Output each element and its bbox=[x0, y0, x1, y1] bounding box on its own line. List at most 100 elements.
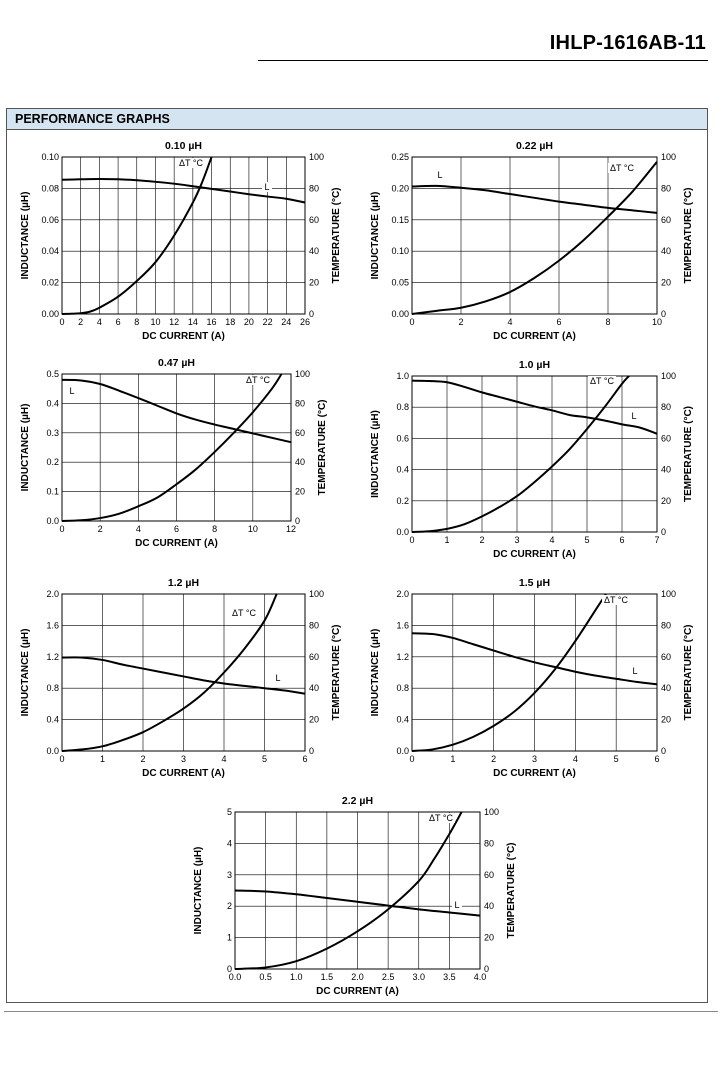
y2-tick-label: 0 bbox=[309, 309, 314, 319]
y2-tick-label: 40 bbox=[484, 901, 494, 911]
chart-4: 0 1 2 3 4 5 6 7 0.0 0.2 0.4 0.6 0.8 1.0 0 20 40 60 80 100 1.… bbox=[370, 359, 694, 560]
y2-tick-label: 60 bbox=[309, 652, 319, 662]
annotation-background bbox=[602, 595, 630, 605]
series-label-inductance: L bbox=[454, 900, 459, 910]
plot-frame bbox=[411, 375, 658, 533]
series-label-temperature: ΔT °C bbox=[246, 375, 270, 385]
x-tick-label: 2 bbox=[491, 754, 496, 764]
x-tick-label: 4 bbox=[97, 317, 102, 327]
x-tick-label: 6 bbox=[619, 535, 624, 545]
y-tick-label: 0.04 bbox=[41, 246, 59, 256]
y2-tick-label: 80 bbox=[484, 838, 494, 848]
plot-frame bbox=[61, 156, 306, 315]
series-line-temperature bbox=[411, 593, 607, 752]
x-tick-label: 26 bbox=[300, 317, 310, 327]
y-axis-label: INDUCTANCE (µH) bbox=[370, 192, 381, 280]
x-tick-label: 10 bbox=[248, 524, 258, 534]
y-axis-label: INDUCTANCE (µH) bbox=[20, 629, 31, 717]
x-tick-label: 3.5 bbox=[443, 972, 456, 982]
section-title: PERFORMANCE GRAPHS bbox=[15, 112, 170, 126]
x-tick-label: 0 bbox=[409, 535, 414, 545]
y2-tick-label: 100 bbox=[309, 152, 324, 162]
x-tick-label: 0.0 bbox=[229, 972, 242, 982]
bottom-rule bbox=[4, 1011, 718, 1012]
y-tick-label: 0.0 bbox=[46, 746, 59, 756]
series-line-temperature bbox=[61, 373, 283, 522]
series-line-inductance bbox=[61, 656, 306, 695]
x-tick-label: 10 bbox=[652, 317, 662, 327]
x-tick-label: 6 bbox=[302, 754, 307, 764]
y-tick-label: 0.0 bbox=[396, 746, 409, 756]
x-tick-label: 4 bbox=[549, 535, 554, 545]
series-label-inductance: L bbox=[631, 411, 636, 421]
y2-tick-label: 40 bbox=[661, 246, 671, 256]
y-tick-label: 0.4 bbox=[396, 715, 409, 725]
annotation-background bbox=[630, 666, 640, 676]
chart-title: 0.22 µH bbox=[516, 140, 553, 152]
y-axis-label: INDUCTANCE (µH) bbox=[370, 410, 381, 498]
x-tick-label: 12 bbox=[286, 524, 296, 534]
y-tick-label: 0.08 bbox=[41, 183, 59, 193]
part-number-title: IHLP-1616AB-11 bbox=[549, 32, 706, 54]
y2-tick-label: 0 bbox=[661, 527, 666, 537]
x-axis-label: DC CURRENT (A) bbox=[142, 331, 225, 342]
series-label-temperature: ΔT °C bbox=[610, 163, 634, 173]
series-line-inductance bbox=[61, 378, 292, 444]
y-tick-label: 0.5 bbox=[46, 369, 59, 379]
series-line-inductance bbox=[411, 379, 658, 435]
y2-tick-label: 20 bbox=[661, 278, 671, 288]
series-label-inductance: L bbox=[69, 386, 74, 396]
y-tick-label: 0.02 bbox=[41, 278, 59, 288]
y-tick-label: 0.05 bbox=[391, 278, 409, 288]
y2-tick-label: 0 bbox=[295, 516, 300, 526]
annotation-background bbox=[262, 182, 272, 192]
plot-frame bbox=[61, 373, 292, 522]
annotation-background bbox=[608, 163, 636, 173]
annotation-background bbox=[177, 158, 205, 168]
x-tick-label: 2.0 bbox=[351, 972, 364, 982]
x-tick-label: 4 bbox=[507, 317, 512, 327]
x-tick-label: 24 bbox=[281, 317, 291, 327]
y2-axis-label: TEMPERATURE (°C) bbox=[683, 187, 694, 283]
y2-axis-label: TEMPERATURE (°C) bbox=[506, 842, 517, 938]
x-tick-label: 2 bbox=[140, 754, 145, 764]
x-tick-label: 4 bbox=[221, 754, 226, 764]
x-tick-label: 1 bbox=[444, 535, 449, 545]
y-tick-label: 0.0 bbox=[46, 516, 59, 526]
y-tick-label: 0.8 bbox=[396, 402, 409, 412]
y-tick-label: 0.4 bbox=[396, 465, 409, 475]
y2-tick-label: 40 bbox=[295, 457, 305, 467]
x-axis-label: DC CURRENT (A) bbox=[493, 768, 576, 779]
x-tick-label: 18 bbox=[225, 317, 235, 327]
series-label-inductance: L bbox=[632, 666, 637, 676]
series-label-temperature: ΔT °C bbox=[604, 595, 628, 605]
y2-tick-label: 100 bbox=[661, 589, 676, 599]
x-tick-label: 0.5 bbox=[259, 972, 272, 982]
y2-tick-label: 60 bbox=[661, 215, 671, 225]
chart-7: 0.0 0.5 1.0 1.5 2.0 2.5 3.0 3.5 4.00123450204060… bbox=[193, 795, 517, 997]
x-tick-label: 8 bbox=[605, 317, 610, 327]
annotation-background bbox=[435, 170, 445, 180]
annotation-background bbox=[230, 608, 258, 618]
x-tick-label: 5 bbox=[262, 754, 267, 764]
x-tick-label: 2 bbox=[98, 524, 103, 534]
y2-tick-label: 100 bbox=[661, 371, 676, 381]
y-tick-label: 3 bbox=[227, 870, 232, 880]
chart-title: 1.2 µH bbox=[168, 577, 199, 589]
y-tick-label: 0.4 bbox=[46, 715, 59, 725]
y-tick-label: 2.0 bbox=[396, 589, 409, 599]
y2-tick-label: 0 bbox=[661, 746, 666, 756]
y2-tick-label: 20 bbox=[661, 715, 671, 725]
x-tick-label: 3 bbox=[514, 535, 519, 545]
y2-tick-label: 0 bbox=[661, 309, 666, 319]
y-tick-label: 1.6 bbox=[396, 620, 409, 630]
y-axis-label: INDUCTANCE (µH) bbox=[370, 629, 381, 717]
y2-tick-label: 100 bbox=[295, 369, 310, 379]
x-tick-label: 4.0 bbox=[474, 972, 487, 982]
title-underline bbox=[258, 60, 708, 61]
y-tick-label: 0.2 bbox=[46, 457, 59, 467]
x-tick-label: 16 bbox=[207, 317, 217, 327]
y2-tick-label: 60 bbox=[661, 433, 671, 443]
x-tick-label: 3.0 bbox=[412, 972, 425, 982]
chart-title: 0.10 µH bbox=[165, 140, 202, 152]
